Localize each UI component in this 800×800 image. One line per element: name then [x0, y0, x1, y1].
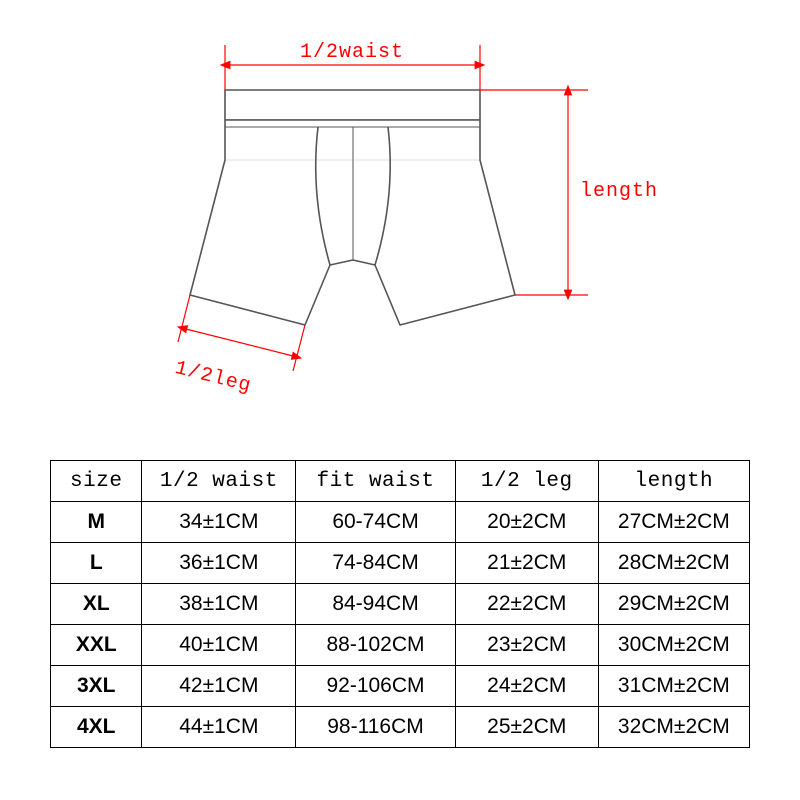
garment-svg	[170, 35, 630, 405]
table-cell: 20±2CM	[455, 502, 598, 543]
table-cell: 60-74CM	[296, 502, 456, 543]
col-half-leg: 1/2 leg	[455, 461, 598, 502]
table-cell: 22±2CM	[455, 584, 598, 625]
table-cell: 84-94CM	[296, 584, 456, 625]
table-cell: 36±1CM	[142, 543, 296, 584]
table-cell: 4XL	[51, 707, 142, 748]
table-row: M34±1CM60-74CM20±2CM27CM±2CM	[51, 502, 750, 543]
col-fit-waist: fit waist	[296, 461, 456, 502]
table-row: 3XL42±1CM92-106CM24±2CM31CM±2CM	[51, 666, 750, 707]
table-cell: 88-102CM	[296, 625, 456, 666]
table-cell: 31CM±2CM	[598, 666, 749, 707]
table-body: M34±1CM60-74CM20±2CM27CM±2CML36±1CM74-84…	[51, 502, 750, 748]
col-size: size	[51, 461, 142, 502]
table-header: size 1/2 waist fit waist 1/2 leg length	[51, 461, 750, 502]
table-row: XXL40±1CM88-102CM23±2CM30CM±2CM	[51, 625, 750, 666]
table-cell: 21±2CM	[455, 543, 598, 584]
table-cell: 32CM±2CM	[598, 707, 749, 748]
garment-outline	[190, 90, 515, 325]
size-chart-table: size 1/2 waist fit waist 1/2 leg length …	[50, 460, 750, 748]
table-cell: XL	[51, 584, 142, 625]
table-row: 4XL44±1CM98-116CM25±2CM32CM±2CM	[51, 707, 750, 748]
table-cell: 92-106CM	[296, 666, 456, 707]
table-cell: L	[51, 543, 142, 584]
table-cell: 29CM±2CM	[598, 584, 749, 625]
table-row: XL38±1CM84-94CM22±2CM29CM±2CM	[51, 584, 750, 625]
table-cell: 44±1CM	[142, 707, 296, 748]
table-cell: 74-84CM	[296, 543, 456, 584]
page-root: 1/2waist length 1/2leg size 1/2 waist fi…	[0, 0, 800, 800]
table-cell: 28CM±2CM	[598, 543, 749, 584]
table-cell: 23±2CM	[455, 625, 598, 666]
dim-waist-label: 1/2waist	[300, 41, 404, 64]
table-cell: 98-116CM	[296, 707, 456, 748]
col-half-waist: 1/2 waist	[142, 461, 296, 502]
table-cell: 40±1CM	[142, 625, 296, 666]
dim-length-label: length	[580, 180, 658, 203]
table-cell: 30CM±2CM	[598, 625, 749, 666]
table-cell: 24±2CM	[455, 666, 598, 707]
col-length: length	[598, 461, 749, 502]
table-cell: M	[51, 502, 142, 543]
table-cell: 38±1CM	[142, 584, 296, 625]
table-cell: 25±2CM	[455, 707, 598, 748]
table-row: L36±1CM74-84CM21±2CM28CM±2CM	[51, 543, 750, 584]
garment-diagram: 1/2waist length 1/2leg	[170, 35, 630, 405]
table-cell: 34±1CM	[142, 502, 296, 543]
table-cell: 3XL	[51, 666, 142, 707]
table-cell: XXL	[51, 625, 142, 666]
table-cell: 27CM±2CM	[598, 502, 749, 543]
table-cell: 42±1CM	[142, 666, 296, 707]
